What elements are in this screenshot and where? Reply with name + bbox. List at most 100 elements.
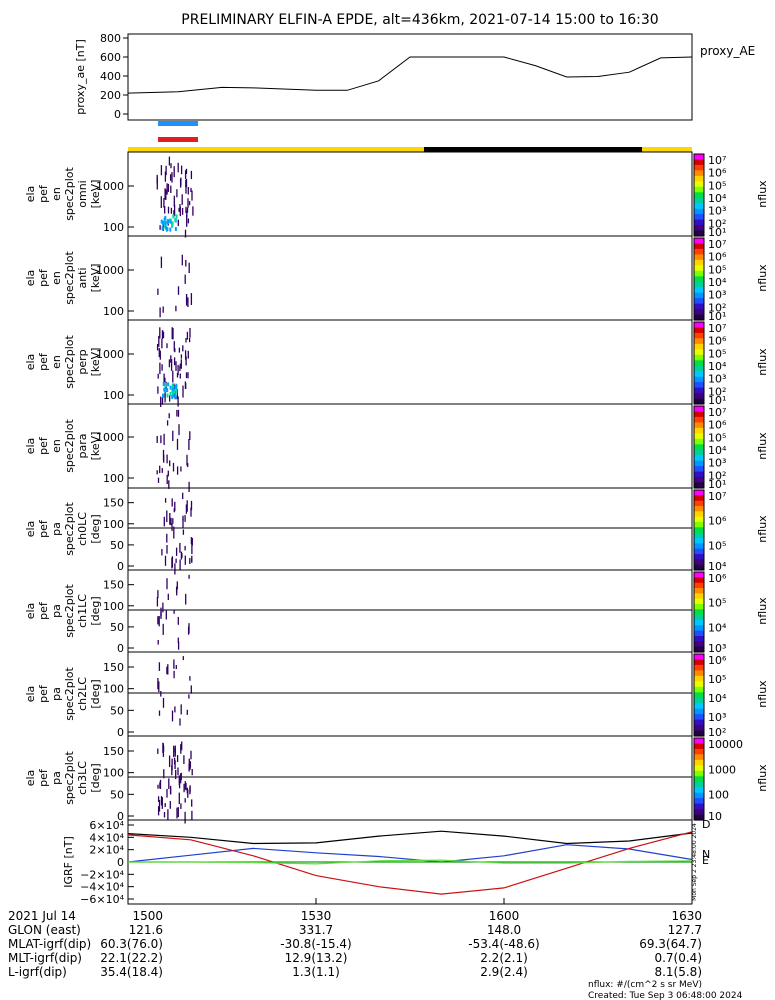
y-axis-label: [keV] <box>89 348 102 377</box>
colorbar-tick-label: 10¹ <box>708 478 726 491</box>
colorbar-band <box>694 748 704 755</box>
y-tick-label: −4×10⁴ <box>80 881 124 894</box>
y-axis-label: ela <box>24 270 37 287</box>
colorbar-band <box>694 522 704 528</box>
y-axis-label: spec2plot <box>63 502 76 556</box>
ephemeris-row-label: 2021 Jul 14 <box>8 909 76 923</box>
colorbar-band <box>694 588 704 594</box>
colorbar-band <box>694 527 704 534</box>
colorbar-tick-label: 10² <box>708 217 726 230</box>
colorbar-band <box>694 393 704 400</box>
colorbar-band <box>694 630 704 637</box>
colorbar-band <box>694 360 704 367</box>
y-axis-label: [keV] <box>89 180 102 209</box>
ephemeris-value-glon: 121.6 <box>129 923 163 937</box>
colorbar-tick-label: 10⁴ <box>708 692 727 705</box>
colorbar-band <box>694 554 704 560</box>
proxy-ae-frame <box>127 33 693 121</box>
flux-speck-bright <box>163 220 166 225</box>
igrf-series-igrf_y <box>127 844 693 863</box>
y-axis-label: spec2plot <box>63 419 76 473</box>
spectrogram-ela_pef_pa_spec2plot_ch2LC: 150 100 50 0 10⁶ 10⁵ 10⁴ 10³ 10² nflux ela pef pa spe… <box>24 651 769 739</box>
colorbar-label: nflux <box>756 432 769 460</box>
flux-speck-bright <box>164 225 167 230</box>
colorbar-band <box>694 490 704 496</box>
flux-speck-bright <box>171 388 174 393</box>
colorbar-band <box>694 659 704 666</box>
proxy-ae-panel: 800 600 400 200 0 proxy_ae [nT] proxy_AE <box>74 32 755 121</box>
colorbar-tick-label: 10² <box>708 385 726 398</box>
y-tick-label: 100 <box>103 305 124 318</box>
colorbar-band <box>694 743 704 750</box>
colorbar-tick-label: 10¹ <box>708 310 726 323</box>
y-axis-label: pef <box>37 768 50 787</box>
y-axis-label: anti <box>76 267 89 288</box>
ephemeris-value-l: 35.4(18.4) <box>100 965 163 979</box>
colorbar-tick-label: 10⁶ <box>708 167 727 180</box>
colorbar-tick-label: 10⁶ <box>708 251 727 264</box>
ephemeris-value-mlt: 0.7(0.4) <box>654 951 702 965</box>
colorbar-band <box>694 197 704 204</box>
colorbar-band <box>694 714 704 721</box>
colorbar-band <box>694 254 704 261</box>
colorbar-band <box>694 281 704 288</box>
colorbar-label: nflux <box>756 180 769 208</box>
colorbar-band <box>694 449 704 456</box>
ephemeris-value-mlat: -53.4(-48.6) <box>468 937 539 951</box>
flux-speck-bright <box>169 392 172 396</box>
sunlit-strip <box>642 147 692 152</box>
y-tick-label: 100 <box>103 683 124 696</box>
y-axis-label: en <box>50 355 63 369</box>
ephemeris-value-l: 1.3(1.1) <box>292 965 340 979</box>
colorbar-band <box>694 654 704 661</box>
flux-speck-bright <box>172 214 175 219</box>
colorbar-band <box>694 208 704 215</box>
colorbar-frame <box>693 153 705 237</box>
flux-speck-bright <box>173 389 176 394</box>
colorbar-frame <box>693 737 705 821</box>
flux-speck-bright <box>172 386 175 391</box>
colorbar-band <box>694 697 704 704</box>
y-tick-label: 50 <box>110 621 124 634</box>
colorbar-band <box>694 641 704 648</box>
flux-speck-bright <box>171 395 174 399</box>
eclipse-strip <box>424 147 642 152</box>
ephemeris-value-mlt: 2.2(2.1) <box>480 951 528 965</box>
y-axis-label: ch3LC <box>76 761 89 795</box>
y-axis-label: pef <box>37 436 50 455</box>
flux-speck-bright <box>166 388 169 392</box>
colorbar-band <box>694 598 704 605</box>
created-note: Created: Tue Sep 3 06:48:00 2024 <box>588 991 743 1000</box>
ephemeris-value-time: 1530 <box>301 909 332 923</box>
y-tick-label: 0 <box>117 856 124 869</box>
colorbar-band <box>694 354 704 361</box>
y-axis-label: en <box>50 439 63 453</box>
colorbar-band <box>694 376 704 383</box>
y-tick-label: 50 <box>110 788 124 801</box>
colorbar-band <box>694 248 704 255</box>
panel-frame <box>127 569 693 653</box>
y-tick-label: 1000 <box>96 180 124 193</box>
y-tick-label: 50 <box>110 539 124 552</box>
colorbar-band <box>694 798 704 805</box>
colorbar-band <box>694 298 704 305</box>
y-tick-label: 2×10⁴ <box>89 844 124 857</box>
spectrogram-ela_pef_pa_spec2plot_ch1LC: 150 100 50 0 10⁶ 10⁵ 10⁴ 10³ nflux ela pef pa spec2p… <box>24 569 769 655</box>
y-axis-label: pa <box>50 771 63 785</box>
colorbar-band <box>694 276 704 283</box>
colorbar-band <box>694 809 704 816</box>
y-axis-label: para <box>76 434 89 459</box>
colorbar-frame <box>693 653 705 737</box>
colorbar-band <box>694 238 704 245</box>
colorbar-band <box>694 609 704 616</box>
flux-speck-bright <box>174 395 177 400</box>
flux-speck-bright <box>171 383 174 388</box>
igrf-legend-E: E <box>702 854 709 867</box>
ephemeris-row-label: L-igrf(dip) <box>8 965 67 979</box>
plot-title: PRELIMINARY ELFIN-A EPDE, alt=436km, 202… <box>181 12 658 28</box>
colorbar-band <box>694 309 704 316</box>
